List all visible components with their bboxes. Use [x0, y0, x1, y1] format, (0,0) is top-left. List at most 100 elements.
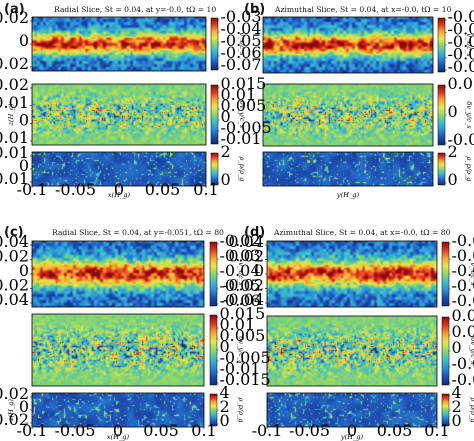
ytick-label: -0.04 — [0, 290, 29, 309]
panel-a-frame-0 — [31, 16, 207, 72]
colorbar-tick-label: -0.07 — [221, 55, 262, 74]
colorbar — [437, 84, 446, 146]
colorbar-label: v_x/c_s — [465, 33, 473, 57]
panel-label-b: (b) — [244, 2, 266, 17]
xtick-label: -0.05 — [55, 180, 96, 199]
panel-a-frame-1 — [31, 83, 207, 146]
panel-b-frame-2 — [262, 151, 434, 187]
colorbar-tick-label: 0.01 — [221, 85, 257, 104]
colorbar-tick-label: 0 — [221, 170, 231, 189]
colorbar-tick-label: 0 — [220, 337, 230, 356]
colorbar-tick-label: 2 — [220, 397, 230, 416]
colorbar-tick-label: -0.04 — [452, 261, 474, 280]
colorbar-tick-label: -0.06 — [452, 291, 474, 310]
panel-a-vx-field — [32, 17, 206, 71]
ytick-label: -0.01 — [0, 128, 29, 147]
colorbar-tick-label: -0.05 — [220, 276, 261, 295]
x-axis-label: y(H_g) — [340, 433, 364, 441]
panel-d-dvy-field — [267, 316, 437, 386]
panel-c-frame-1 — [31, 313, 205, 387]
xtick-label: 0.1 — [193, 180, 218, 199]
panel-b-frame-1 — [262, 83, 434, 147]
ytick-label: -0.04 — [223, 290, 264, 309]
colorbar-tick-label: -0.005 — [220, 348, 271, 367]
colorbar-tick-label: 0.01 — [448, 74, 474, 93]
colorbar-tick-label: 0.01 — [220, 315, 256, 334]
panel-b-vx-field — [263, 17, 433, 73]
colorbar-tick-label: -0.06 — [448, 57, 474, 76]
colorbar-label: v_x/c_s — [237, 262, 245, 286]
ytick-label: 0.02 — [0, 247, 29, 266]
xtick-label: 0.1 — [424, 421, 449, 440]
colorbar-tick-label: 0 — [448, 102, 458, 121]
colorbar-tick-label: -0.04 — [220, 261, 261, 280]
colorbar-tick-label: -0.01 — [452, 354, 474, 373]
colorbar-tick-label: -0.03 — [220, 246, 261, 265]
colorbar-tick-label: -0.05 — [221, 31, 262, 50]
xtick-label: 0.1 — [191, 421, 216, 440]
colorbar-tick-label: -0.01 — [448, 130, 474, 149]
colorbar — [209, 241, 218, 307]
colorbar-tick-label: -0.04 — [448, 32, 474, 51]
panel-title-b: Azimuthal Slice, St = 0.04, at x=-0.0, t… — [275, 5, 452, 14]
colorbar-tick-label: 4 — [452, 383, 462, 402]
ytick-label: -0.01 — [0, 169, 29, 188]
xtick-label: -0.05 — [289, 421, 330, 440]
xtick-label: 0 — [347, 421, 357, 440]
ytick-label: 0.04 — [228, 232, 264, 251]
colorbar-tick-label: -0.05 — [452, 276, 474, 295]
panel-a-rho-field — [32, 152, 206, 186]
ytick-label: -0.02 — [0, 276, 29, 295]
colorbar-tick-label: 2 — [221, 142, 231, 161]
colorbar-label: δv_y/c_s — [469, 337, 474, 365]
ytick-label: 0 — [19, 397, 29, 416]
colorbar-tick-label: 2 — [448, 142, 458, 161]
xtick-label: 0.05 — [377, 421, 413, 440]
colorbar-tick-label: 4 — [220, 383, 230, 402]
xtick-label: 0.05 — [145, 180, 181, 199]
xtick-label: 0.05 — [143, 421, 179, 440]
ytick-label: 0 — [254, 261, 264, 280]
ytick-label: -0.02 — [0, 410, 29, 429]
panel-b-dvy-field — [263, 84, 433, 146]
colorbar — [210, 17, 219, 71]
ytick-label: 0.01 — [0, 143, 29, 162]
xtick-label: 0 — [113, 421, 123, 440]
panel-a-dvy-field — [32, 84, 206, 145]
colorbar-tick-label: -0.02 — [448, 7, 474, 26]
colorbar-label: ρ_p/ρ_g — [237, 396, 245, 422]
colorbar-tick-label: 0 — [448, 170, 458, 189]
colorbar-tick-label: 0 — [220, 411, 230, 430]
panel-title-d: Azimuthal Slice, St = 0.04, at x=-0.0, t… — [274, 228, 451, 237]
ytick-label: 0 — [19, 156, 29, 175]
colorbar-tick-label: -0.005 — [221, 118, 272, 137]
panel-c-dvy-field — [32, 314, 204, 386]
colorbar-tick-label: 2 — [452, 397, 462, 416]
ytick-label: 0.02 — [228, 247, 264, 266]
colorbar-tick-label: 0 — [221, 107, 231, 126]
panel-d-frame-0 — [266, 240, 438, 308]
colorbar-label: ρ_p/ρ_g — [465, 155, 473, 181]
colorbar-label: ρ_p/ρ_g — [238, 155, 246, 181]
panel-label-d: (d) — [244, 225, 266, 240]
colorbar-tick-label: 0.005 — [221, 96, 267, 115]
panel-title-c: Radial Slice, St = 0.04, at y=-0.051, tΩ… — [52, 228, 224, 237]
ytick-label: 0.04 — [0, 232, 29, 251]
xtick-label: 0 — [114, 180, 124, 199]
colorbar-tick-label: 0.005 — [220, 326, 266, 345]
colorbar-tick-label: -0.04 — [221, 19, 262, 38]
ytick-label: 0.02 — [0, 8, 29, 27]
colorbar — [437, 17, 446, 73]
ytick-label: 0 — [19, 31, 29, 50]
y-axis-label: z(H_g) — [7, 103, 15, 126]
colorbar-tick-label: 0.01 — [452, 322, 474, 341]
ytick-label: 0 — [19, 111, 29, 130]
colorbar-tick-label: -0.03 — [221, 7, 262, 26]
colorbar-tick-label: 0.02 — [452, 306, 474, 325]
panel-title-a: Radial Slice, St = 0.04, at y=-0.0, tΩ =… — [54, 5, 217, 14]
colorbar — [209, 314, 218, 386]
colorbar-tick-label: -0.01 — [221, 129, 262, 148]
colorbar-tick-label: -0.03 — [448, 20, 474, 39]
colorbar-tick-label: 0.015 — [220, 304, 266, 323]
panel-d-frame-1 — [266, 315, 438, 387]
